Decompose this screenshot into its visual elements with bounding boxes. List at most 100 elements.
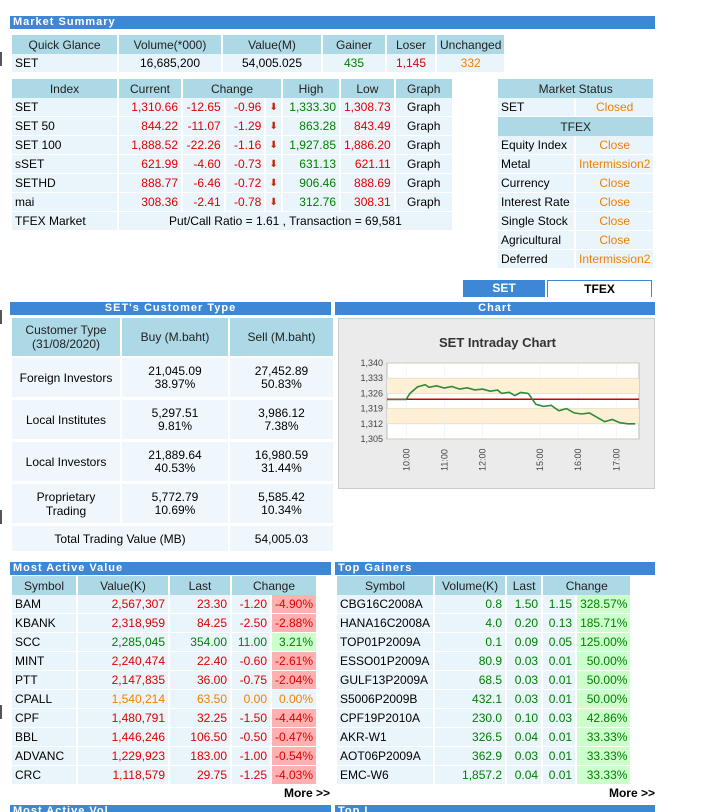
graph-link[interactable]: Graph — [395, 117, 452, 136]
stock-symbol[interactable]: CPF19P2010A — [337, 709, 434, 728]
stock-symbol[interactable]: CPALL — [12, 690, 76, 709]
stock-last: 36.00 — [170, 671, 230, 690]
tfex-product-status: Close — [576, 212, 654, 231]
most-active-header: Last — [170, 576, 230, 595]
index-change: -12.65 — [183, 98, 224, 117]
down-arrow-icon: ⬇ — [266, 136, 281, 155]
index-name[interactable]: SET 50 — [12, 117, 117, 136]
customer-type-name: Foreign Investors — [12, 358, 120, 398]
stock-symbol[interactable]: S5006P2009B — [337, 690, 434, 709]
stock-symbol[interactable]: PTT — [12, 671, 76, 690]
index-table: Index Current Change High Low Graph SET 1,310.6… — [10, 79, 454, 231]
stock-symbol[interactable]: ADVANC — [12, 747, 76, 766]
tfex-market-label: TFEX Market — [12, 212, 117, 231]
index-change: -11.07 — [183, 117, 224, 136]
quick-glance-cell: 332 — [437, 54, 505, 73]
top-gainers-header: Change — [543, 576, 631, 595]
stock-change: 1.15 — [543, 595, 576, 614]
index-high: 1,927.85 — [283, 136, 339, 155]
stock-symbol[interactable]: SCC — [12, 633, 76, 652]
index-change: -22.26 — [183, 136, 224, 155]
customer-header: Customer Type (31/08/2020) — [12, 318, 120, 356]
quick-glance-cell: 16,685,200 — [119, 54, 221, 73]
stock-change: -2.50 — [232, 614, 270, 633]
stock-last: 0.04 — [507, 728, 542, 747]
stock-change-pct: 33.33% — [577, 728, 631, 747]
stock-symbol[interactable]: CRC — [12, 766, 76, 785]
index-name[interactable]: mai — [12, 193, 117, 212]
graph-link[interactable]: Graph — [395, 98, 452, 117]
index-name[interactable]: SET 100 — [12, 136, 117, 155]
index-low: 1,886.20 — [341, 136, 394, 155]
stock-change-pct: -4.90% — [272, 595, 317, 614]
most-active-more-link[interactable]: More >> — [283, 786, 330, 800]
stock-symbol[interactable]: CPF — [12, 709, 76, 728]
tfex-product-label: Agricultural — [498, 231, 574, 250]
quick-glance-header: Quick Glance — [12, 35, 117, 54]
stock-last: 1.50 — [507, 595, 542, 614]
index-low: 621.11 — [341, 155, 394, 174]
stock-symbol[interactable]: CBG16C2008A — [337, 595, 434, 614]
top-gainers-more-link[interactable]: More >> — [608, 786, 655, 800]
index-row: SET 1,310.66 -12.65 -0.96 ⬇ 1,333.30 1,308.73 G… — [12, 98, 452, 117]
index-name[interactable]: sSET — [12, 155, 117, 174]
quick-glance-cell: SET — [12, 54, 117, 73]
chart-section-title: Chart — [335, 302, 655, 315]
index-current: 1,310.66 — [119, 98, 181, 117]
stock-volume: 1,857.2 — [435, 766, 506, 785]
buy-percent: 10.69% — [154, 502, 196, 517]
stock-symbol[interactable]: BBL — [12, 728, 76, 747]
total-trading-value: 54,005.03 — [230, 526, 333, 552]
stock-volume: 362.9 — [435, 747, 506, 766]
sell-percent: 7.38% — [264, 418, 299, 433]
y-tick-label: 1,312 — [360, 419, 383, 429]
stock-symbol[interactable]: AKR-W1 — [337, 728, 434, 747]
tfex-product-label: Equity Index — [498, 136, 574, 155]
index-name[interactable]: SETHD — [12, 174, 117, 193]
index-low: 308.31 — [341, 193, 394, 212]
index-high: 631.13 — [283, 155, 339, 174]
tfex-product-label: Currency — [498, 174, 574, 193]
stock-symbol[interactable]: EMC-W6 — [337, 766, 434, 785]
stock-volume: 0.8 — [435, 595, 506, 614]
stock-change-pct: 3.21% — [272, 633, 317, 652]
tab-set[interactable]: SET — [463, 280, 545, 297]
x-tick-label: 17:00 — [611, 448, 621, 471]
market-status-set: SET — [498, 98, 574, 117]
stock-change: 0.05 — [543, 633, 576, 652]
stock-change-pct: 33.33% — [577, 766, 631, 785]
stock-symbol[interactable]: HANA16C2008A — [337, 614, 434, 633]
graph-link[interactable]: Graph — [395, 136, 452, 155]
down-arrow-icon: ⬇ — [266, 174, 281, 193]
stock-symbol[interactable]: MINT — [12, 652, 76, 671]
stock-value: 2,240,474 — [78, 652, 168, 671]
customer-sell: 3,986.12 7.38% — [230, 400, 333, 440]
stock-change: 0.13 — [543, 614, 576, 633]
index-high: 312.76 — [283, 193, 339, 212]
stock-symbol[interactable]: TOP01P2009A — [337, 633, 434, 652]
stock-change-pct: 125.00% — [577, 633, 631, 652]
customer-buy: 5,772.79 10.69% — [122, 484, 228, 524]
index-low: 1,308.73 — [341, 98, 394, 117]
stock-symbol[interactable]: BAM — [12, 595, 76, 614]
x-tick-label: 15:00 — [535, 448, 545, 471]
index-change-pct: -1.29 — [225, 117, 265, 136]
stock-last: 0.09 — [507, 633, 542, 652]
tfex-market-info: Put/Call Ratio = 1.61 , Transaction = 69… — [119, 212, 452, 231]
graph-link[interactable]: Graph — [395, 174, 452, 193]
stock-symbol[interactable]: KBANK — [12, 614, 76, 633]
stock-change-pct: -2.88% — [272, 614, 317, 633]
stock-symbol[interactable]: AOT06P2009A — [337, 747, 434, 766]
tab-tfex[interactable]: TFEX — [547, 280, 652, 297]
index-change-pct: -0.78 — [225, 193, 265, 212]
graph-link[interactable]: Graph — [395, 155, 452, 174]
stock-value: 2,567,307 — [78, 595, 168, 614]
graph-link[interactable]: Graph — [395, 193, 452, 212]
index-high: 906.46 — [283, 174, 339, 193]
y-tick-label: 1,319 — [360, 404, 383, 414]
index-header: Low — [341, 79, 394, 98]
down-arrow-icon: ⬇ — [266, 98, 281, 117]
stock-symbol[interactable]: ESSO01P2009A — [337, 652, 434, 671]
index-name[interactable]: SET — [12, 98, 117, 117]
stock-symbol[interactable]: GULF13P2009A — [337, 671, 434, 690]
